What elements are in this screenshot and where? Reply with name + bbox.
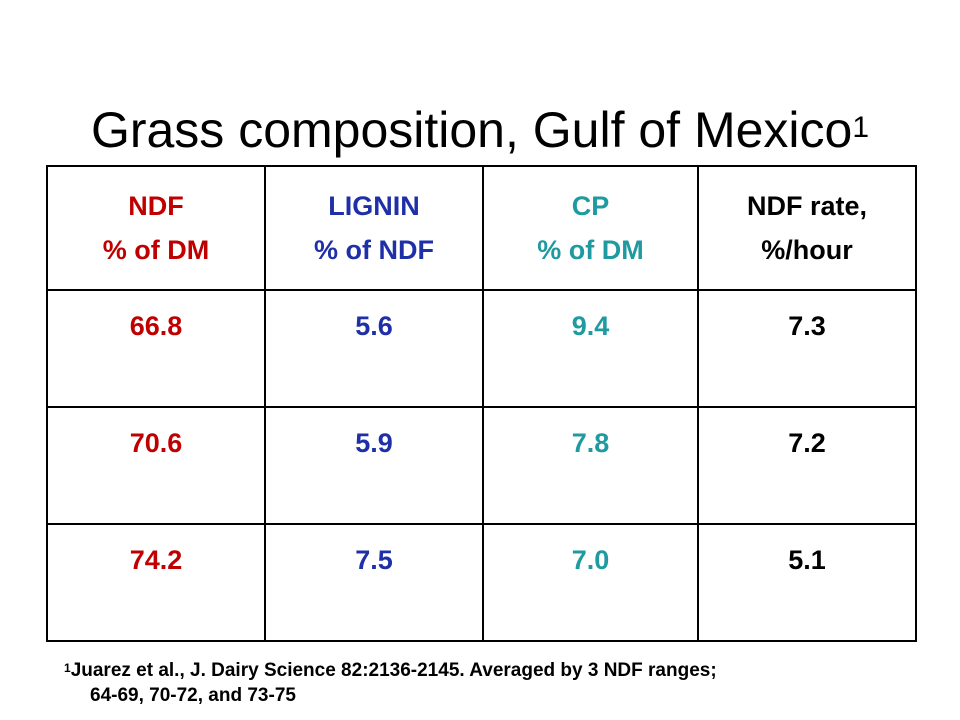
cell-lignin: 5.6: [264, 289, 484, 408]
title-text: Grass composition, Gulf of Mexico: [90, 101, 853, 158]
header-ndf-line1: NDF: [128, 191, 184, 221]
cell-ndf: 70.6: [46, 406, 266, 525]
header-cp-line2: % of DM: [537, 235, 644, 265]
footnote-citation: Juarez et al., J. Dairy Science 82:2136-…: [70, 660, 717, 681]
cell-ndf-rate: 5.1: [697, 523, 917, 642]
cell-lignin: 5.9: [264, 406, 484, 525]
slide-title: Grass composition, Gulf of Mexico1: [0, 100, 960, 160]
cell-lignin: 7.5: [264, 523, 484, 642]
header-lignin: LIGNIN % of NDF: [264, 165, 484, 291]
table-row: 66.8 5.6 9.4 7.3: [46, 289, 917, 408]
cell-ndf: 66.8: [46, 289, 266, 408]
table-row: 74.2 7.5 7.0 5.1: [46, 523, 917, 642]
header-cp: CP % of DM: [482, 165, 699, 291]
header-ndf-rate: NDF rate, %/hour: [697, 165, 917, 291]
footnote: 1Juarez et al., J. Dairy Science 82:2136…: [64, 658, 944, 708]
footnote-marker: 1: [64, 661, 71, 675]
header-lignin-line1: LIGNIN: [328, 191, 420, 221]
cell-ndf-rate: 7.2: [697, 406, 917, 525]
header-ndf: NDF % of DM: [46, 165, 266, 291]
header-ndf-line2: % of DM: [102, 235, 210, 265]
title-footnote-marker: 1: [852, 110, 870, 144]
table-header-row: NDF % of DM LIGNIN % of NDF CP % of DM N…: [46, 165, 917, 291]
cell-cp: 7.8: [482, 406, 699, 525]
cell-ndf: 74.2: [46, 523, 266, 642]
header-ndf-rate-line1: NDF rate,: [746, 191, 868, 221]
grass-composition-table: NDF % of DM LIGNIN % of NDF CP % of DM N…: [46, 165, 917, 642]
cell-ndf-rate: 7.3: [697, 289, 917, 408]
table-row: 70.6 5.9 7.8 7.2: [46, 406, 917, 525]
cell-cp: 7.0: [482, 523, 699, 642]
footnote-ranges: 64-69, 70-72, and 73-75: [90, 685, 296, 706]
cell-cp: 9.4: [482, 289, 699, 408]
header-ndf-rate-line2: %/hour: [761, 235, 853, 265]
header-cp-line1: CP: [571, 191, 610, 221]
header-lignin-line2: % of NDF: [314, 235, 434, 265]
